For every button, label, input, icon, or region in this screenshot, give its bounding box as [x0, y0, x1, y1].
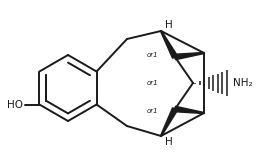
Text: HO: HO	[7, 99, 23, 110]
Text: NH₂: NH₂	[233, 78, 253, 88]
Text: or1: or1	[146, 108, 158, 114]
Text: H: H	[165, 20, 173, 30]
Polygon shape	[160, 31, 177, 58]
Text: or1: or1	[146, 52, 158, 58]
Polygon shape	[175, 52, 204, 60]
Text: or1: or1	[146, 80, 158, 86]
Polygon shape	[160, 108, 177, 136]
Polygon shape	[175, 106, 204, 114]
Text: H: H	[165, 137, 173, 147]
